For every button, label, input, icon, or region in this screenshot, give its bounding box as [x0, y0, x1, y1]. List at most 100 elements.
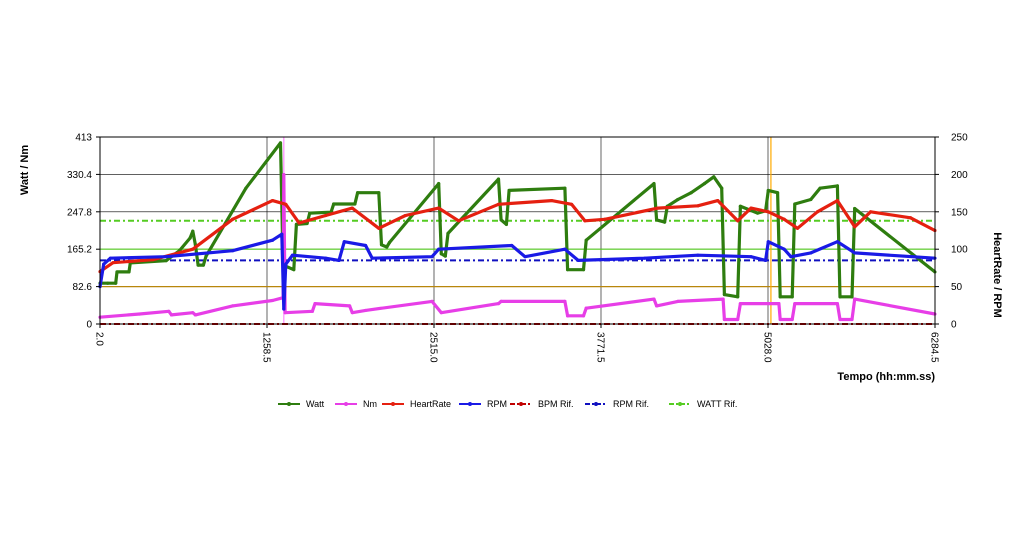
- point-nm-16: [430, 299, 434, 303]
- legend-item-2: HeartRate: [382, 399, 451, 409]
- plot-frame: [99, 136, 936, 325]
- point-nm-6: [231, 304, 235, 308]
- point-nm-11: [310, 309, 314, 313]
- point-watt-45: [676, 197, 680, 202]
- point-nm-28: [722, 317, 727, 322]
- x-tick-label-0: 2.0: [94, 332, 105, 346]
- point-watt-40: [584, 238, 588, 242]
- point-nm-20: [563, 299, 567, 303]
- point-watt-18: [294, 222, 299, 226]
- point-watt-52: [738, 204, 742, 208]
- point-heartrate-4: [231, 217, 235, 221]
- point-heartrate-21: [716, 198, 720, 203]
- point-nm-24: [652, 297, 656, 301]
- y-left-ticks: 0 82.6 165.2 247.8 330.4 413: [67, 133, 100, 331]
- point-heartrate-31: [908, 216, 913, 220]
- point-watt-35: [504, 222, 509, 226]
- point-watt-20: [308, 211, 312, 215]
- point-nm-32: [778, 317, 782, 322]
- point-watt-65: [853, 206, 857, 211]
- point-nm-29: [736, 317, 740, 322]
- point-rpm-29: [835, 240, 839, 244]
- legend-label-1: Nm: [363, 399, 377, 409]
- point-watt-24: [355, 191, 360, 195]
- point-watt-17: [292, 268, 296, 272]
- point-rpm-14: [370, 256, 374, 260]
- point-rpm-7: [282, 307, 286, 311]
- y-right-label: HeartRate / RPM: [991, 232, 1003, 318]
- point-watt-27: [385, 245, 389, 249]
- y-left-tick-label-5: 413: [75, 133, 92, 144]
- point-watt-3: [115, 270, 119, 274]
- point-watt-63: [838, 295, 842, 299]
- point-nm-31: [777, 302, 781, 306]
- x-ticks: 2.0 1258.5 2515.0 3771.5 5028.0 6284.5: [94, 324, 940, 363]
- point-heartrate-27: [815, 210, 820, 214]
- series-rpm-line: [98, 232, 936, 311]
- point-watt-46: [689, 191, 693, 195]
- point-rpm-22: [696, 253, 700, 257]
- point-rpm-18: [523, 255, 527, 259]
- y-left-tick-label-4: 330.4: [67, 170, 92, 181]
- x-axis-label: Tempo (hh:mm.ss): [837, 371, 935, 383]
- y-right-tick-label-3: 150: [951, 207, 968, 218]
- point-watt-57: [778, 295, 782, 299]
- point-nm-14: [350, 311, 354, 315]
- legend-marker-1: [344, 402, 348, 406]
- legend-label-0: Watt: [306, 399, 325, 409]
- point-heartrate-15: [550, 198, 554, 203]
- point-rpm-3: [164, 255, 168, 259]
- point-rpm-20: [576, 258, 580, 263]
- point-watt-13: [204, 254, 208, 258]
- reference-lines: [100, 137, 935, 324]
- x-tick-label-1: 1258.5: [261, 332, 272, 363]
- point-watt-58: [790, 295, 794, 299]
- point-heartrate-7: [297, 221, 301, 225]
- point-watt-19: [305, 221, 309, 226]
- legend-item-5: RPM Rif.: [585, 399, 649, 409]
- point-nm-17: [439, 311, 443, 315]
- point-nm-34: [793, 302, 797, 306]
- point-watt-64: [850, 295, 854, 299]
- point-watt-25: [377, 191, 381, 195]
- legend-label-3: RPM: [487, 399, 507, 409]
- point-rpm-1: [102, 262, 106, 266]
- legend-item-0: Watt: [278, 399, 325, 409]
- point-rpm-23: [749, 255, 753, 259]
- point-watt-4: [127, 270, 131, 274]
- point-watt-30: [439, 252, 443, 256]
- point-watt-43: [662, 220, 667, 224]
- point-watt-2: [114, 281, 118, 285]
- x-tick-label-4: 5028.0: [762, 332, 773, 363]
- point-heartrate-19: [656, 206, 660, 210]
- point-watt-49: [720, 186, 724, 190]
- point-nm-33: [790, 317, 794, 322]
- point-rpm-12: [342, 240, 346, 244]
- point-nm-26: [676, 299, 680, 303]
- point-rpm-21: [643, 256, 647, 260]
- point-watt-1: [106, 281, 110, 285]
- point-watt-9: [191, 229, 195, 233]
- point-watt-33: [496, 177, 501, 181]
- point-heartrate-28: [835, 198, 839, 203]
- point-watt-12: [201, 263, 206, 267]
- y-right-tick-label-4: 200: [951, 170, 968, 181]
- point-nm-13: [348, 304, 352, 308]
- point-rpm-25: [766, 240, 770, 244]
- point-watt-34: [499, 218, 503, 222]
- point-watt-55: [766, 188, 770, 193]
- y-right-tick-label-0: 0: [951, 320, 957, 331]
- point-watt-51: [736, 295, 740, 299]
- legend-label-6: WATT Rif.: [697, 399, 737, 409]
- point-watt-22: [332, 202, 336, 206]
- point-rpm-30: [853, 251, 857, 255]
- point-watt-48: [712, 175, 716, 179]
- point-rpm-13: [363, 243, 368, 248]
- legend-marker-3: [468, 402, 472, 406]
- point-heartrate-6: [284, 202, 288, 206]
- point-heartrate-10: [377, 226, 381, 230]
- point-heartrate-2: [151, 258, 155, 262]
- point-rpm-17: [510, 243, 514, 248]
- point-nm-21: [565, 314, 570, 318]
